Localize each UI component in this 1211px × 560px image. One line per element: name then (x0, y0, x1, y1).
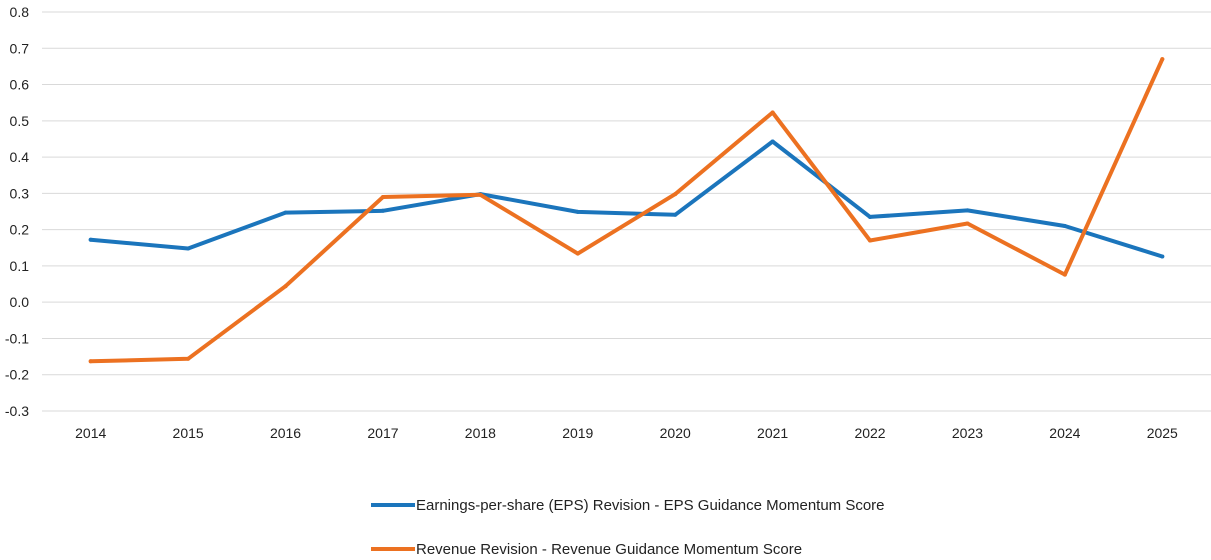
y-tick-label: -0.1 (5, 330, 29, 346)
x-axis-tick-labels: 2014 2015 2016 2017 2018 2019 2020 2021 2022 2023… (75, 425, 1178, 441)
y-tick-label: 0.4 (10, 149, 30, 165)
data-point (673, 192, 678, 197)
x-tick-label: 2018 (465, 425, 496, 441)
data-point (186, 246, 191, 251)
x-tick-label: 2022 (854, 425, 885, 441)
series-revenue (88, 57, 1165, 364)
series-line-revenue (88, 57, 1165, 364)
data-point (283, 210, 288, 215)
data-point (965, 208, 970, 213)
data-point (1160, 254, 1165, 259)
data-point (575, 251, 580, 256)
data-point (283, 284, 288, 289)
legend: Earnings-per-share (EPS) Revision - EPS … (371, 497, 885, 558)
series-eps (88, 139, 1165, 259)
data-point (868, 238, 873, 243)
data-point (1062, 224, 1067, 229)
x-tick-label: 2024 (1049, 425, 1080, 441)
data-point (186, 356, 191, 361)
gridlines (42, 11, 1211, 412)
x-tick-label: 2016 (270, 425, 301, 441)
y-tick-label: 0.0 (10, 294, 30, 310)
y-tick-label: 0.6 (10, 77, 30, 93)
y-axis-tick-labels: 0.8 0.7 0.6 0.5 0.4 0.3 0.2 0.1 0.0 -0.1 -0.2 -0.3 (5, 4, 29, 419)
y-tick-label: 0.2 (10, 222, 30, 238)
data-point (965, 221, 970, 226)
data-point (1062, 272, 1067, 277)
legend-label-eps: Earnings-per-share (EPS) Revision - EPS … (416, 497, 885, 514)
x-tick-label: 2015 (173, 425, 204, 441)
x-tick-label: 2017 (367, 425, 398, 441)
data-point (673, 212, 678, 217)
data-point (575, 209, 580, 214)
y-tick-label: 0.8 (10, 4, 30, 20)
data-point (770, 139, 775, 144)
data-point (1160, 57, 1165, 62)
x-tick-label: 2019 (562, 425, 593, 441)
series-line-eps (88, 139, 1165, 259)
x-tick-label: 2025 (1147, 425, 1178, 441)
data-point (770, 110, 775, 115)
x-tick-label: 2014 (75, 425, 106, 441)
data-point (380, 194, 385, 199)
y-tick-label: 0.3 (10, 185, 30, 201)
x-tick-label: 2021 (757, 425, 788, 441)
x-tick-label: 2020 (660, 425, 691, 441)
data-point (380, 208, 385, 213)
data-point (868, 214, 873, 219)
y-tick-label: 0.1 (10, 258, 30, 274)
data-point (88, 237, 93, 242)
x-tick-label: 2023 (952, 425, 983, 441)
y-tick-label: 0.5 (10, 113, 30, 129)
y-tick-label: -0.2 (5, 367, 29, 383)
series-lines (88, 57, 1165, 364)
y-tick-label: -0.3 (5, 403, 29, 419)
data-point (478, 192, 483, 197)
legend-label-revenue: Revenue Revision - Revenue Guidance Mome… (416, 541, 802, 558)
data-point (88, 359, 93, 364)
y-tick-label: 0.7 (10, 40, 30, 56)
